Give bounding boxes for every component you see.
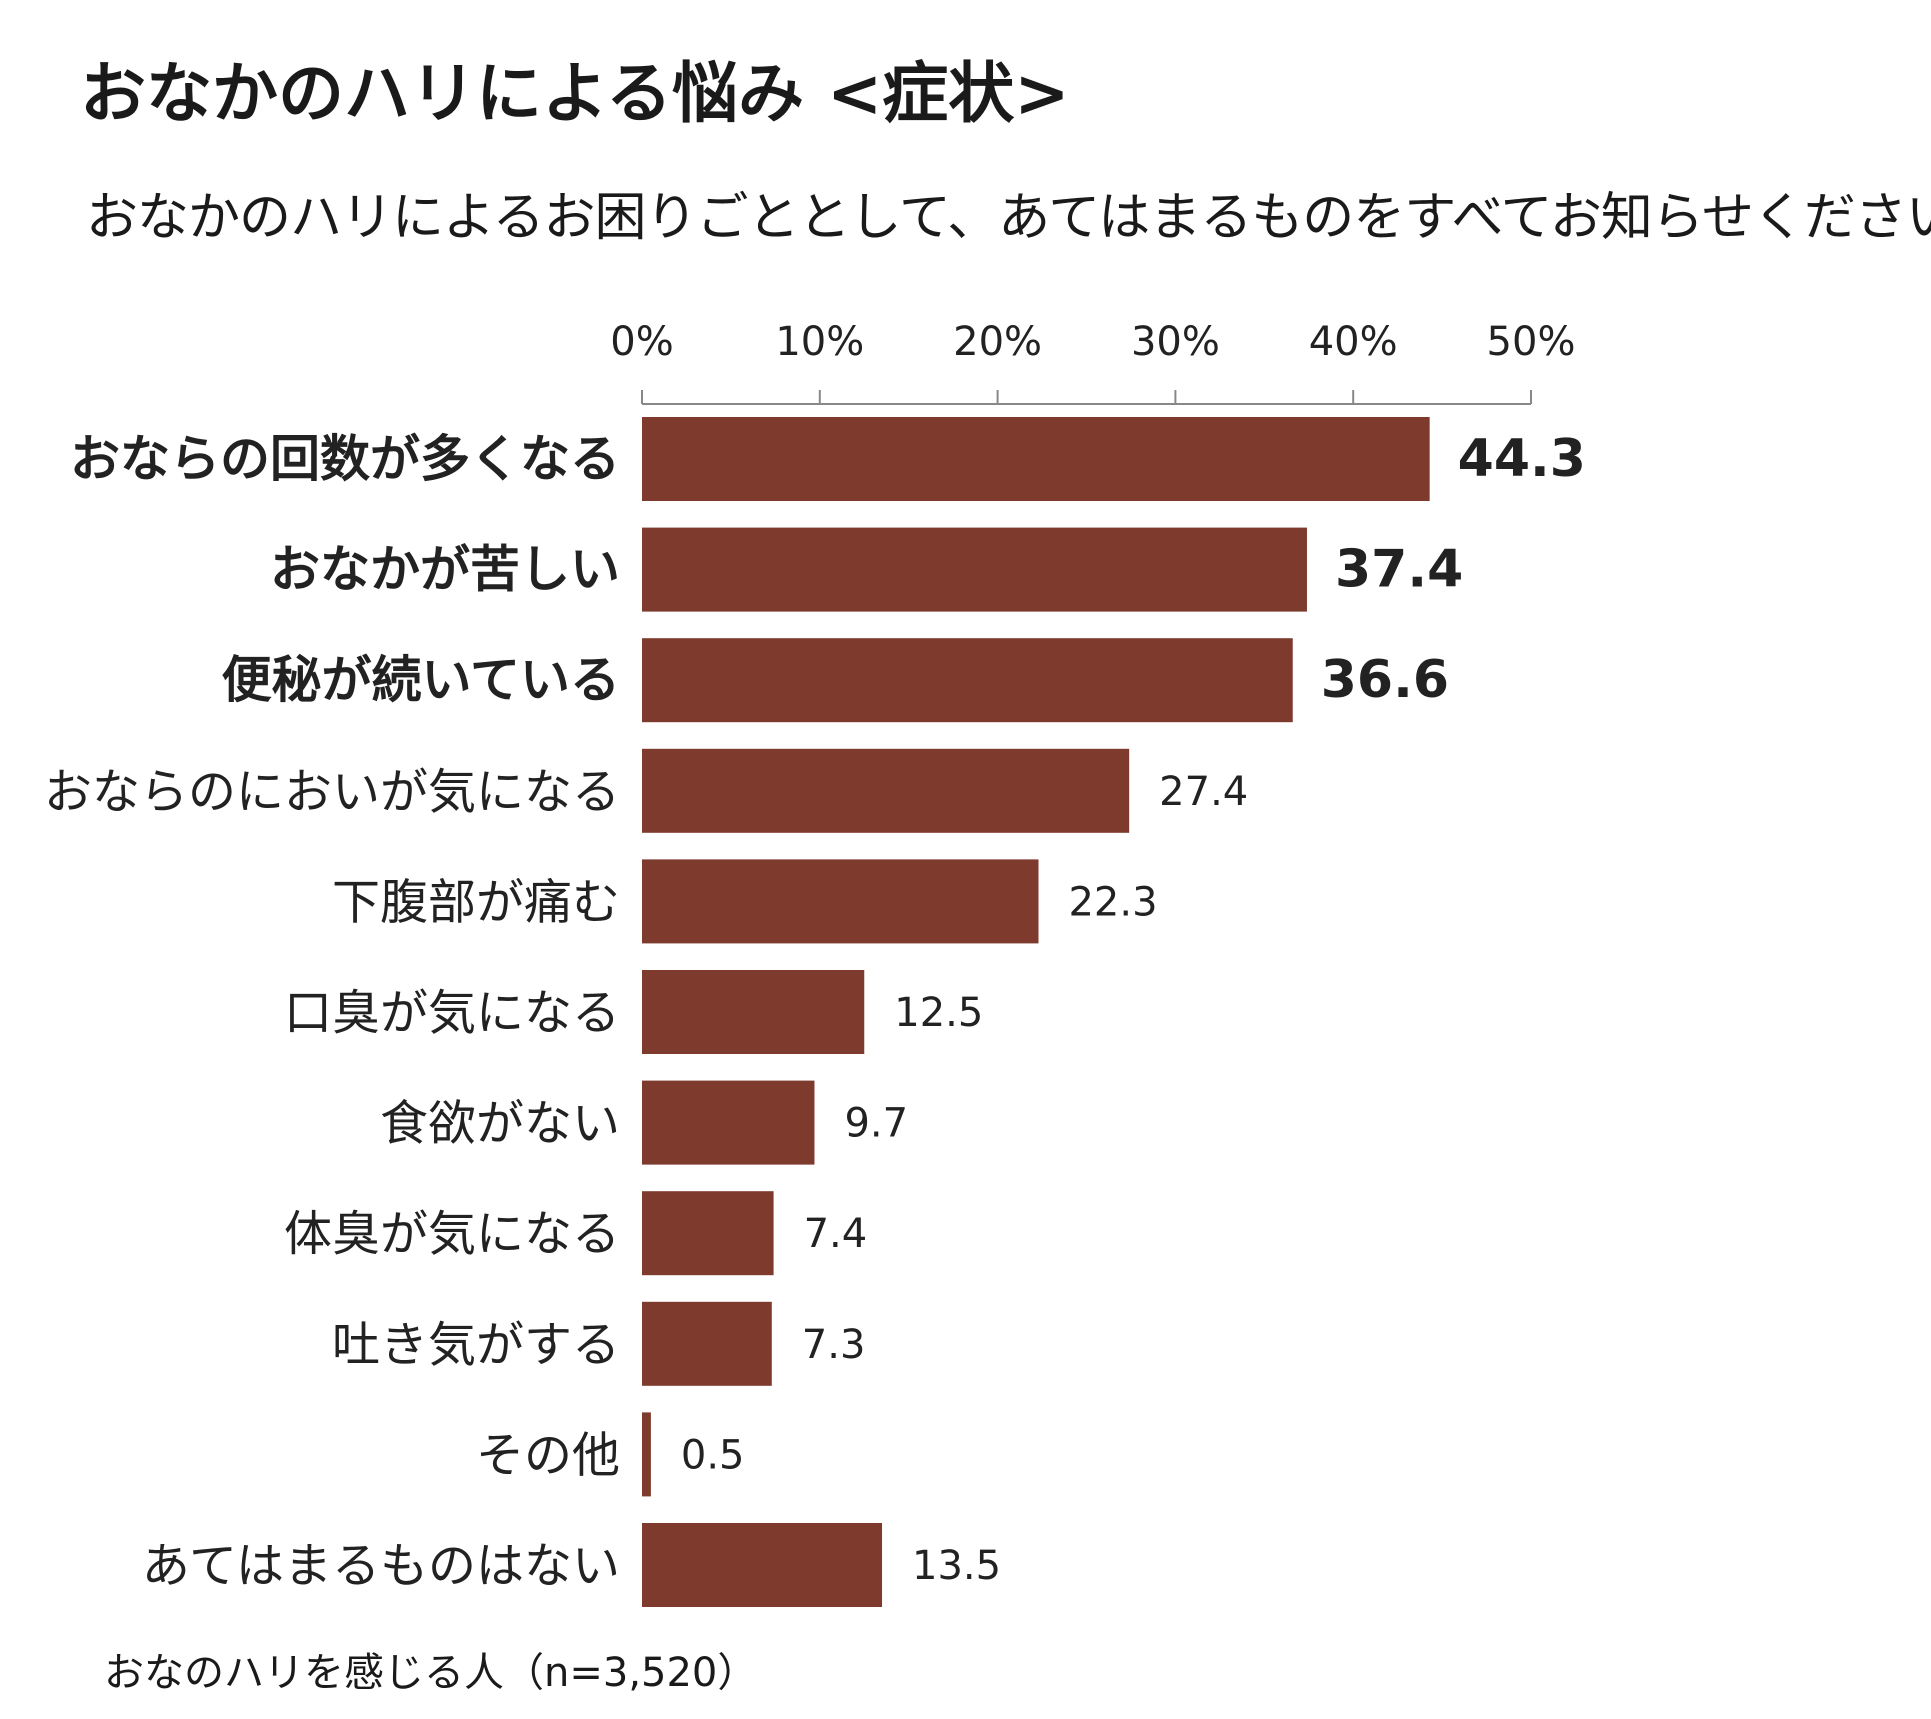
bar xyxy=(642,1301,772,1386)
category-label: 口臭が気になる xyxy=(284,985,620,1041)
bar xyxy=(642,1191,774,1276)
category-label: 下腹部が痛む xyxy=(332,874,620,930)
category-label: おならのにおいが気になる xyxy=(44,764,620,820)
bar xyxy=(642,1080,815,1165)
bar xyxy=(642,527,1307,612)
category-label: おならの回数が多くなる xyxy=(70,430,620,488)
bar xyxy=(642,1523,883,1607)
value-label: 36.6 xyxy=(1321,650,1449,710)
chart-subtitle: おなかのハリによるお困りごととして、あてはまるものをすべてお知らせください。 xyxy=(86,188,1931,248)
chart-title: おなかのハリによる悩み <症状> xyxy=(80,55,1070,132)
category-label: 吐き気がする xyxy=(332,1317,620,1373)
bar xyxy=(642,748,1130,833)
bar xyxy=(642,1412,651,1497)
x-tick-label: 30% xyxy=(1131,319,1220,365)
category-label: あてはまるものはない xyxy=(142,1538,620,1594)
category-label: 体臭が気になる xyxy=(284,1206,620,1262)
value-label: 12.5 xyxy=(894,990,983,1036)
bar xyxy=(642,859,1039,944)
value-label: 37.4 xyxy=(1335,540,1463,600)
value-label: 22.3 xyxy=(1068,879,1157,925)
value-label: 9.7 xyxy=(844,1101,908,1147)
value-label: 7.4 xyxy=(804,1211,868,1257)
value-label: 7.3 xyxy=(802,1322,866,1368)
value-label: 13.5 xyxy=(912,1543,1001,1589)
value-label: 0.5 xyxy=(681,1432,745,1478)
value-label: 27.4 xyxy=(1159,769,1248,815)
category-label: 食欲がない xyxy=(380,1096,620,1152)
category-label: 便秘が続いている xyxy=(222,651,621,709)
x-tick-label: 50% xyxy=(1487,319,1576,365)
category-label: おなかが苦しい xyxy=(270,541,620,599)
x-tick-label: 0% xyxy=(610,319,673,365)
value-label: 44.3 xyxy=(1458,429,1586,489)
bar xyxy=(642,970,865,1054)
x-tick-label: 20% xyxy=(953,319,1042,365)
sample-note: おなのハリを感じる人（n=3,520） xyxy=(104,1650,758,1696)
x-tick-label: 10% xyxy=(775,319,864,365)
bar xyxy=(642,417,1430,501)
x-tick-label: 40% xyxy=(1309,319,1398,365)
bar xyxy=(642,638,1293,723)
category-label: その他 xyxy=(476,1427,620,1483)
